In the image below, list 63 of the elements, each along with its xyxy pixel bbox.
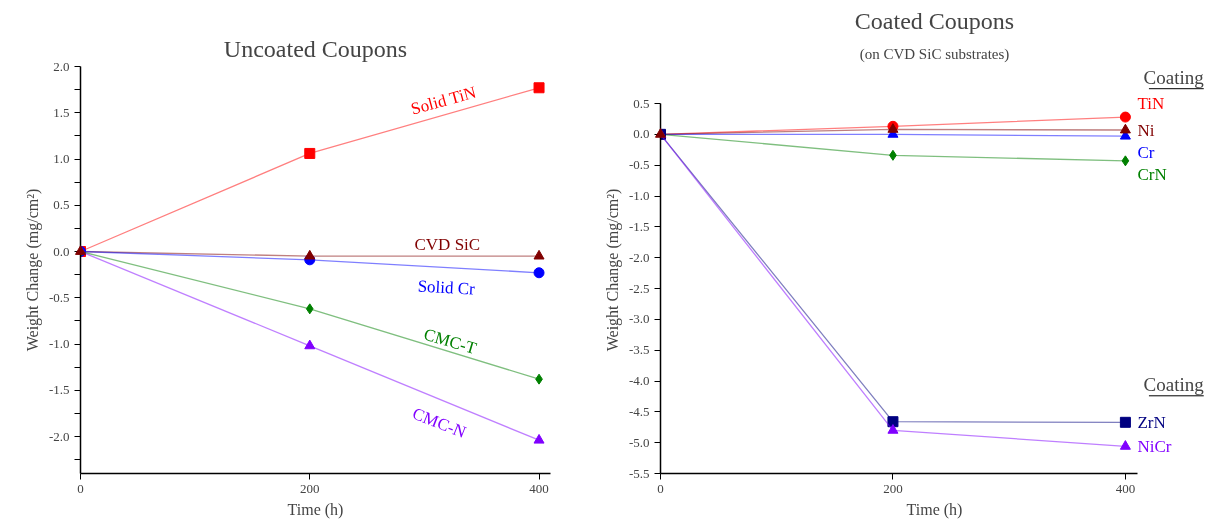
y-tick-label: 1.5 [53,104,70,120]
y-tick-label: 0.0 [53,243,70,259]
point [305,303,314,315]
x-tick-label: 400 [1115,480,1136,496]
text: Solid TiN [408,82,479,119]
y-tick-label: 0.0 [633,126,650,142]
y-tick-label: -0.5 [48,289,70,305]
y-tick-label: -1.5 [48,382,70,398]
point [75,245,86,255]
series-label: NiCr [1137,436,1172,456]
series-label: Solid Cr [417,276,476,299]
y-tick-label: -4.0 [628,373,650,388]
series-label: CrN [1137,165,1167,185]
y-axis-title: Weight Change (mg/cm²) [23,188,42,352]
series-label: CVD SiC [414,234,481,254]
point [1119,111,1131,123]
text: Coating [1143,374,1205,396]
series-label: ZrN [1137,412,1166,432]
point [1121,155,1130,167]
y-tick-label: -3.0 [628,311,650,327]
x-tick-label: 0 [657,480,664,496]
point [304,147,316,159]
x-tick-label: 0 [77,480,84,496]
y-tick-label: -4.5 [628,403,650,419]
y-tick-label: 0.5 [633,95,650,111]
y-tick-label: -1.0 [628,188,650,203]
x-axis-title: Time (h) [906,500,963,519]
chart-title: Uncoated Coupons [223,35,408,62]
x-axis-title: Time (h) [287,500,344,519]
point [1119,416,1131,428]
point [887,416,899,428]
y-axis-title: Weight Change (mg/cm²) [603,188,622,352]
y-tick-label: -2.0 [628,249,650,265]
series-label: Cr [1137,142,1155,162]
series-label: Ni [1137,120,1155,140]
y-tick-label: -0.5 [628,157,650,173]
point [533,433,545,444]
chart-title: Coated Coupons [854,7,1015,34]
y-tick-label: -5.0 [628,434,650,450]
point [304,249,316,260]
point [533,82,545,94]
text: Coating [1143,67,1205,89]
y-tick-label: -3.5 [628,342,650,358]
y-tick-label: 2.0 [53,58,70,74]
x-tick-label: 200 [883,480,903,496]
y-tick-label: -5.5 [628,465,650,481]
series-label: TiN [1137,93,1165,113]
y-tick-label: 1.0 [53,151,70,166]
x-tick-label: 200 [300,480,320,496]
chart-subtitle: (on CVD SiC substrates) [859,45,1010,63]
point [533,267,545,279]
text: CMC-T [421,324,480,359]
y-tick-label: 0.5 [53,197,70,213]
point [1119,440,1131,450]
point [655,128,666,138]
y-tick-label: -2.5 [628,280,650,296]
point [304,339,316,350]
point [533,249,545,260]
y-tick-label: -1.5 [628,218,650,234]
y-tick-label: -1.0 [48,336,70,351]
y-tick-label: -2.0 [48,428,70,444]
x-tick-label: 400 [529,480,549,496]
point [887,424,899,434]
